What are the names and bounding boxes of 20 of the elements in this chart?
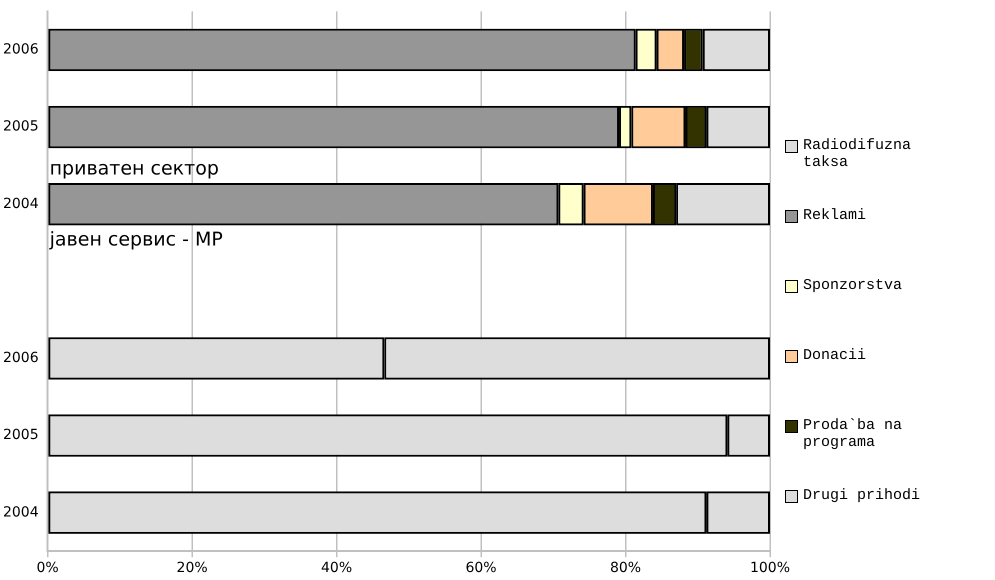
legend-label: Proda`ba na programa [803,417,904,451]
legend-label: Radiodifuzna taksa [803,137,912,171]
annotation: приватен сектор [50,158,219,180]
y-tick-label: 2004 [2,196,39,212]
legend-label: Sponzorstva [803,277,904,294]
legend-label: Reklami [803,207,868,224]
y-tick-label: 2006 [2,350,39,366]
x-tick-label: 40% [321,560,352,576]
x-tick-label: 80% [610,560,642,576]
y-tick-label: 2005 [2,427,39,444]
x-tick-label: 20% [176,560,208,576]
annotation: јавен сервис - МР [48,228,223,251]
y-tick-label: 2006 [2,42,39,58]
x-tick-label: 100% [750,560,790,576]
x-tick-label: 60% [465,560,497,576]
x-tick-label: 0% [36,560,59,576]
legend-label: Donacii [803,347,868,364]
y-tick-label: 2005 [2,118,39,135]
y-tick-label: 2004 [2,504,39,520]
legend-label: Drugi prihodi [803,487,922,504]
